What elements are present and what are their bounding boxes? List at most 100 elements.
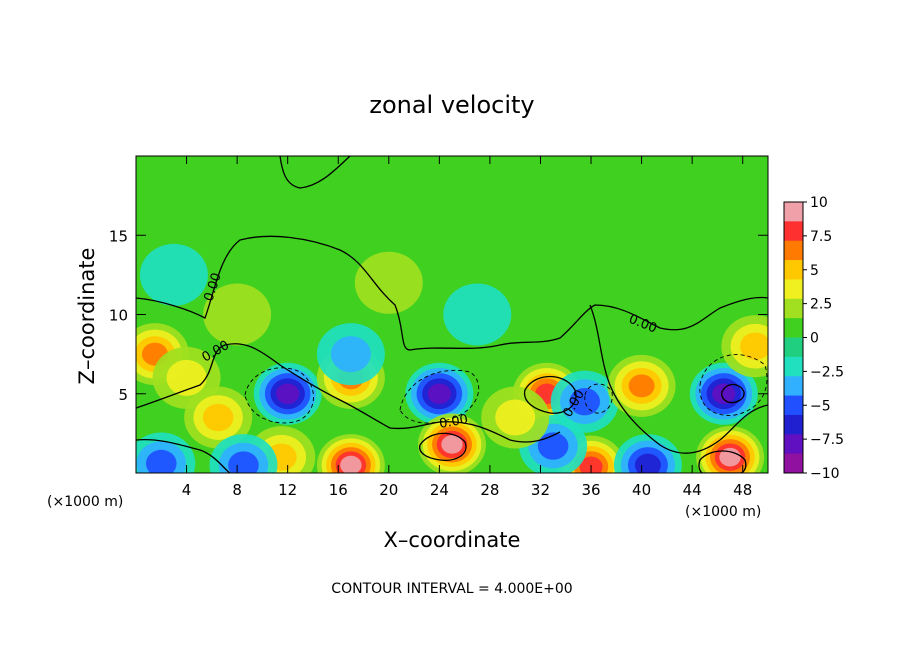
colorbar-swatch <box>784 337 803 358</box>
velocity-feature-6 <box>316 434 385 473</box>
colorbar-swatch <box>784 240 803 261</box>
neg-contour-36 <box>584 383 613 414</box>
velocity-feature-14 <box>613 434 682 473</box>
zero-contours <box>136 156 768 473</box>
x-tick-label: 16 <box>329 481 348 499</box>
velocity-feature-16 <box>696 426 765 473</box>
y-tick-label: 15 <box>109 227 128 245</box>
velocity-feature-15 <box>689 362 758 425</box>
x-tick-label: 40 <box>632 481 651 499</box>
velocity-feature-21 <box>139 243 208 306</box>
velocity-feature-19 <box>209 434 278 473</box>
negative-contours <box>244 354 768 424</box>
colorbar-swatch <box>784 356 803 377</box>
colorbar-tick-label: −10 <box>810 466 840 482</box>
velocity-level <box>712 383 736 404</box>
plot-area: 0.00 0.00 0.00 0.00 0.00 <box>136 156 768 473</box>
colorbar-tick-label: 7.5 <box>810 229 832 245</box>
x-tick-label: 8 <box>232 481 242 499</box>
y-axis-label: Z–coordinate <box>75 248 99 385</box>
velocity-level <box>145 449 177 473</box>
velocity-feature-18 <box>136 432 196 473</box>
contour-loop-32 <box>523 376 577 414</box>
velocity-feature-8 <box>405 362 474 425</box>
x-axis-ticks: 4 8 12 16 20 24 28 32 36 40 44 48 <box>182 156 752 499</box>
colorbar-tick-label: −2.5 <box>810 364 844 380</box>
colorbar-swatch <box>784 453 803 474</box>
colorbar-swatches <box>784 202 803 474</box>
velocity-level <box>441 435 463 454</box>
x-axis-label: X–coordinate <box>384 528 521 552</box>
zero-contour-lower <box>136 343 561 443</box>
x-tick-label: 48 <box>733 481 752 499</box>
zero-contour-top <box>279 156 351 189</box>
velocity-feature-9 <box>418 413 486 473</box>
contour-interval-note: CONTOUR INTERVAL = 4.000E+00 <box>331 581 572 597</box>
velocity-level <box>139 243 208 306</box>
x-tick-label: 4 <box>182 481 192 499</box>
velocity-level <box>537 432 569 460</box>
chart-title: zonal velocity <box>369 91 534 119</box>
colorbar-swatch <box>784 202 803 222</box>
y-tick-label: 5 <box>118 386 128 404</box>
zero-contour-low-left <box>136 439 231 473</box>
velocity-level <box>569 387 601 416</box>
velocity-level <box>228 451 259 473</box>
neg-contour-24 <box>399 369 480 424</box>
neg-contour-46 <box>699 354 768 416</box>
velocity-feature-3 <box>253 362 322 425</box>
x-tick-label: 36 <box>581 481 600 499</box>
colorbar-swatch <box>784 318 803 338</box>
x-tick-label: 12 <box>278 481 297 499</box>
contour-label-3: 0.00 <box>438 412 469 432</box>
colorbar-tick-label: −7.5 <box>810 432 844 448</box>
contour-loop-46 <box>721 383 745 404</box>
colorbar-swatch <box>784 434 803 455</box>
velocity-feature-2 <box>184 386 253 449</box>
zero-contour-right <box>589 304 768 454</box>
velocity-level <box>203 283 272 346</box>
colorbar-swatch <box>784 279 803 300</box>
velocity-field <box>136 243 768 473</box>
velocity-level <box>427 383 451 404</box>
velocity-feature-22 <box>443 283 512 346</box>
velocity-level <box>740 332 768 360</box>
contour-loop-24 <box>419 432 467 461</box>
contour-loop-47 <box>698 450 747 473</box>
velocity-level <box>495 399 536 436</box>
velocity-level <box>330 336 371 373</box>
velocity-level <box>579 456 603 473</box>
x-unit-left: (×1000 m) <box>47 494 123 510</box>
colorbar-tick-label: 10 <box>810 195 828 211</box>
x-tick-label: 24 <box>430 481 449 499</box>
velocity-feature-17 <box>721 315 768 378</box>
velocity-level <box>443 283 512 346</box>
colorbar-swatch <box>784 260 803 280</box>
x-tick-label: 44 <box>683 481 702 499</box>
x-tick-label: 20 <box>379 481 398 499</box>
colorbar-tick-label: 5 <box>810 263 819 279</box>
velocity-level <box>202 403 234 432</box>
velocity-feature-24 <box>203 283 272 346</box>
colorbar-tick-label: 0 <box>810 331 819 347</box>
colorbar-tick-label: 2.5 <box>810 297 832 313</box>
velocity-feature-5 <box>316 323 385 386</box>
velocity-feature-13 <box>607 354 676 417</box>
x-tick-label: 28 <box>480 481 499 499</box>
velocity-feature-25 <box>481 386 550 449</box>
y-axis-ticks: 5 10 15 <box>109 227 768 404</box>
colorbar-swatch <box>784 221 803 242</box>
colorbar-ticks: 10 7.5 5 2.5 0 −2.5 −5 −7.5 −10 <box>803 195 844 482</box>
x-tick-label: 32 <box>531 481 550 499</box>
colorbar-swatch <box>784 395 803 416</box>
velocity-level <box>276 383 300 404</box>
colorbar-swatch <box>784 298 803 319</box>
x-unit-right: (×1000 m) <box>685 504 761 520</box>
colorbar-swatch <box>784 414 803 435</box>
colorbar: 10 7.5 5 2.5 0 −2.5 −5 −7.5 −10 <box>783 195 844 482</box>
velocity-level <box>340 455 362 473</box>
y-tick-label: 10 <box>109 307 128 325</box>
velocity-feature-23 <box>354 251 423 314</box>
velocity-level <box>628 374 655 398</box>
